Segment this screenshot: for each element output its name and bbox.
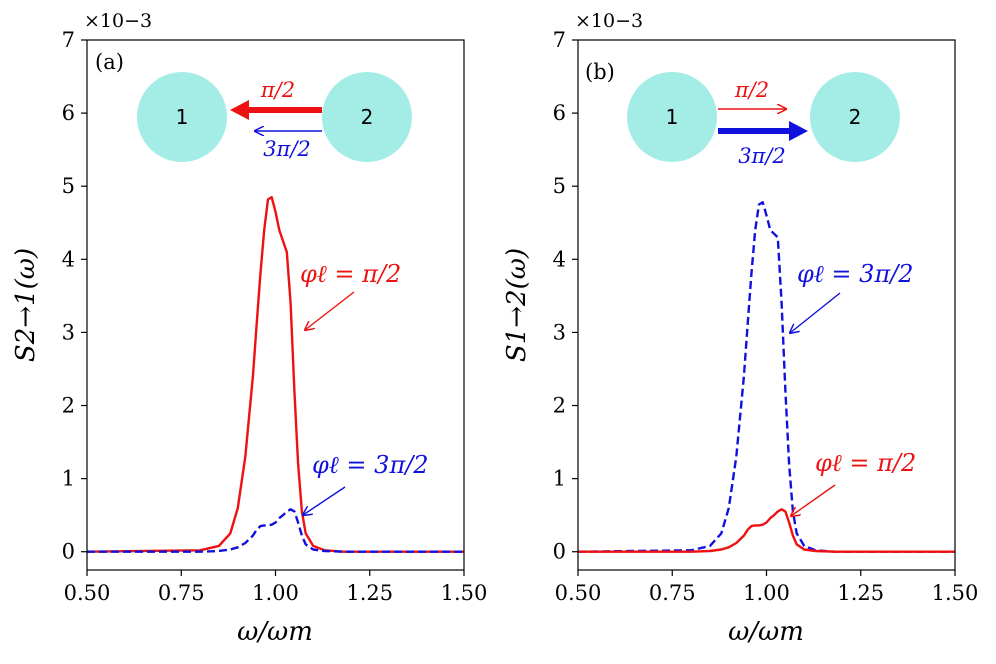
x-tick-label: 0.50 bbox=[64, 581, 111, 605]
annotation-red-arrow bbox=[305, 291, 355, 330]
annotation-blue-arrow bbox=[790, 292, 841, 333]
y-tick-label: 3 bbox=[553, 320, 566, 344]
arrow-top-label: π/2 bbox=[734, 78, 769, 102]
scale-label: ×10−3 bbox=[84, 10, 152, 32]
scale-label: ×10−3 bbox=[575, 10, 643, 32]
y-tick-label: 7 bbox=[553, 28, 566, 52]
series-line-blue bbox=[577, 201, 955, 553]
panel-label: (a) bbox=[95, 50, 124, 74]
y-axis-label: S1→2(ω) bbox=[502, 248, 532, 362]
node-2 bbox=[810, 72, 900, 162]
annotation-red: φℓ = π/2 bbox=[815, 449, 916, 477]
y-tick-label: 1 bbox=[553, 467, 566, 491]
arrow-thick-head bbox=[230, 100, 249, 120]
y-tick-label: 3 bbox=[62, 320, 75, 344]
y-tick-label: 6 bbox=[62, 101, 75, 125]
panel-label: (b) bbox=[585, 60, 615, 84]
node-1 bbox=[627, 72, 717, 162]
schematic: 1 2 π/2 3π/2 bbox=[627, 72, 900, 168]
x-tick-label: 1.25 bbox=[837, 581, 884, 605]
annotation-red-arrow bbox=[791, 484, 836, 516]
y-tick-label: 1 bbox=[62, 467, 75, 491]
y-tick-label: 7 bbox=[62, 28, 75, 52]
arrow-top-label: π/2 bbox=[260, 78, 295, 102]
y-tick-label: 2 bbox=[62, 394, 75, 418]
y-tick-label: 0 bbox=[62, 540, 75, 564]
arrow-bottom-label: 3π/2 bbox=[263, 137, 311, 161]
x-tick-label: 1.00 bbox=[743, 581, 790, 605]
annotation-red: φℓ = π/2 bbox=[300, 260, 401, 288]
series-line-red bbox=[86, 196, 464, 553]
x-tick-label: 1.00 bbox=[252, 581, 299, 605]
y-tick-label: 5 bbox=[62, 174, 75, 198]
x-tick-label: 0.50 bbox=[555, 581, 602, 605]
y-tick-label: 4 bbox=[62, 247, 75, 271]
annotation-blue: φℓ = 3π/2 bbox=[797, 260, 914, 288]
x-tick-label: 1.50 bbox=[441, 581, 488, 605]
node-2 bbox=[322, 72, 412, 162]
x-axis-label: ω/ωm bbox=[237, 617, 313, 647]
node-1-label: 1 bbox=[666, 105, 679, 129]
arrow-thick-head bbox=[789, 121, 808, 141]
y-axis-label: S2→1(ω) bbox=[11, 248, 41, 362]
series-line-blue bbox=[87, 508, 464, 553]
node-1 bbox=[137, 72, 227, 162]
annotation-blue-arrow bbox=[303, 486, 346, 515]
panel-a: 0.50 0.75 1.00 1.25 1.50 0 1 2 3 4 5 6 7 (a) ×10−3 1… bbox=[11, 10, 487, 647]
series-line-red bbox=[578, 508, 955, 553]
y-tick-label: 6 bbox=[553, 101, 566, 125]
x-tick-label: 0.75 bbox=[158, 581, 205, 605]
node-2-label: 2 bbox=[361, 105, 374, 129]
y-tick-label: 4 bbox=[553, 247, 566, 271]
arrow-bottom-label: 3π/2 bbox=[738, 144, 786, 168]
x-tick-label: 0.75 bbox=[649, 581, 696, 605]
y-tick-label: 2 bbox=[553, 394, 566, 418]
node-1-label: 1 bbox=[176, 105, 189, 129]
panel-b: 0.50 0.75 1.00 1.25 1.50 0 1 2 3 4 5 6 7 (b) ×10−3 1… bbox=[502, 10, 978, 647]
schematic: 1 2 π/2 3π/2 bbox=[137, 72, 412, 162]
x-tick-label: 1.25 bbox=[346, 581, 393, 605]
x-axis-label: ω/ωm bbox=[728, 617, 804, 647]
y-tick-label: 0 bbox=[553, 540, 566, 564]
y-tick-label: 5 bbox=[553, 174, 566, 198]
node-2-label: 2 bbox=[849, 105, 862, 129]
annotation-blue: φℓ = 3π/2 bbox=[312, 451, 429, 479]
x-tick-label: 1.50 bbox=[932, 581, 979, 605]
